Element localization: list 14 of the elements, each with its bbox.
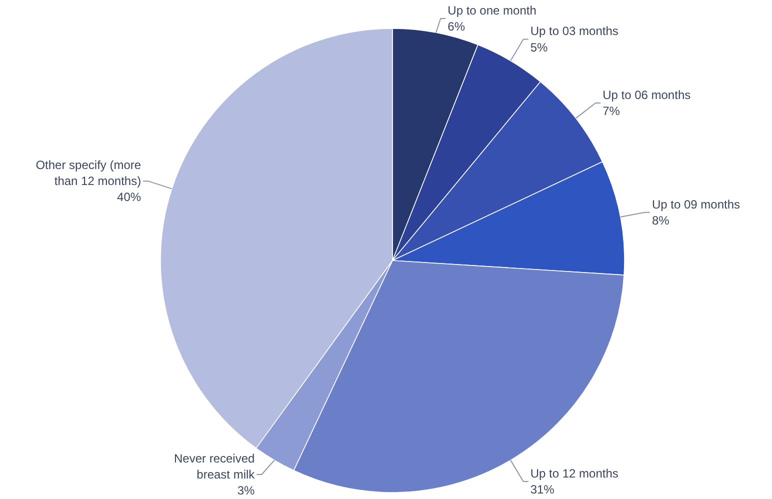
data-label: 31%	[530, 482, 555, 497]
data-label: 5%	[530, 40, 548, 54]
slice-label: Up to 12 months	[530, 466, 618, 480]
data-label: 3%	[237, 484, 256, 498]
data-label: 40%	[117, 190, 142, 204]
data-label: 6%	[448, 20, 466, 34]
data-label: 7%	[602, 104, 620, 118]
slice-label: Never received breast milk	[174, 451, 256, 482]
slice-label: Up to 09 months	[652, 197, 740, 212]
slice-label: Up to one month	[448, 3, 536, 18]
data-label: 8%	[652, 213, 670, 228]
slice-label: Other specify (more than 12 months)	[36, 158, 142, 188]
slice-label: Up to 03 months	[530, 24, 618, 38]
slice-label: Up to 06 months	[602, 88, 691, 102]
